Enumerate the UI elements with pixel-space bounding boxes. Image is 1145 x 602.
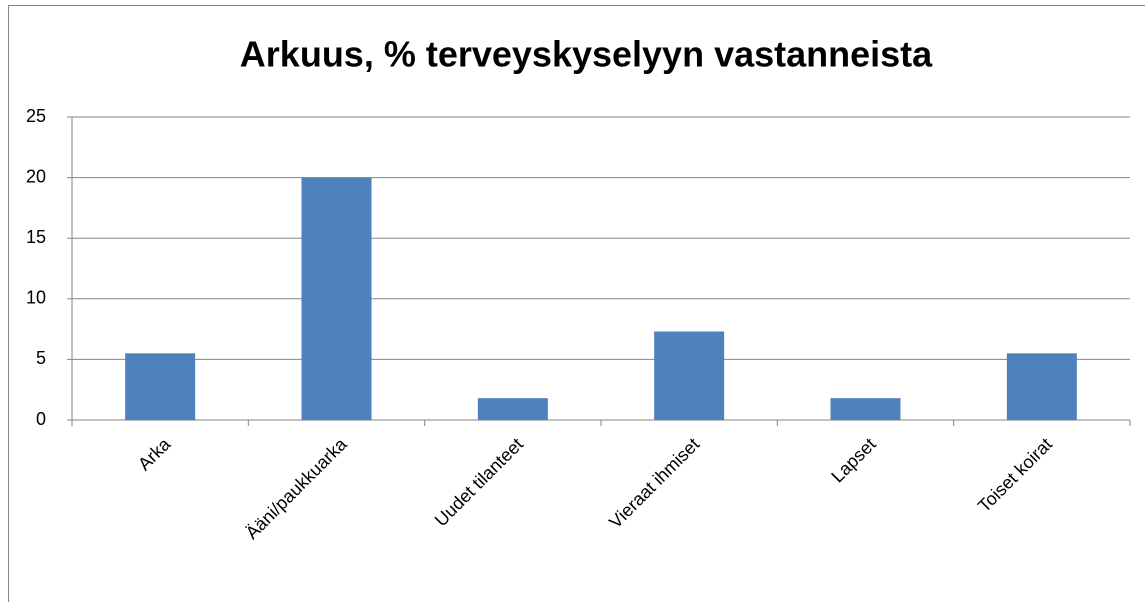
y-tick-label: 25 bbox=[26, 106, 46, 126]
y-tick-label: 0 bbox=[36, 409, 46, 429]
bar bbox=[477, 398, 548, 420]
chart-border bbox=[8, 5, 1145, 602]
x-tick-label: Arka bbox=[134, 433, 175, 474]
bar bbox=[654, 331, 725, 420]
y-tick-label: 10 bbox=[26, 288, 46, 308]
y-tick-label: 15 bbox=[26, 227, 46, 247]
bar bbox=[301, 177, 372, 420]
x-tick-label: Toiset koirat bbox=[974, 434, 1056, 516]
x-tick-label: Vieraat ihmiset bbox=[605, 434, 703, 532]
bar bbox=[1006, 353, 1077, 420]
x-tick-label: Uudet tilanteet bbox=[431, 434, 527, 530]
y-tick-label: 5 bbox=[36, 348, 46, 368]
bar bbox=[830, 398, 901, 420]
bar bbox=[125, 353, 196, 420]
y-tick-label: 20 bbox=[26, 166, 46, 186]
x-tick-label: Lapset bbox=[827, 434, 879, 486]
chart-title: Arkuus, % terveyskyselyyn vastanneista bbox=[240, 34, 933, 75]
x-tick-label: Ääni/paukkuarka bbox=[242, 433, 352, 543]
